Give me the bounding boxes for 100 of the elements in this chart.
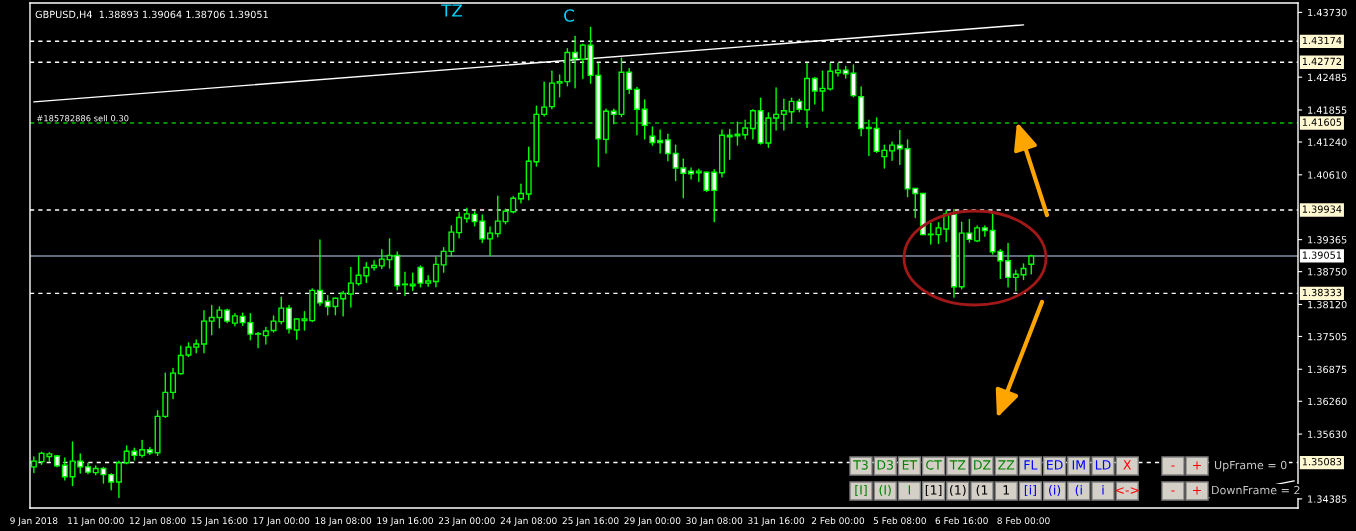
x-tick-label: 29 Jan 00:00 <box>624 517 681 526</box>
x-tick-label: 11 Jan 00:00 <box>68 517 124 526</box>
x-tick-label: 31 Jan 16:00 <box>748 517 805 526</box>
x-tick-label: 5 Feb 08:00 <box>873 517 926 525</box>
candlestick <box>896 129 903 166</box>
x-tick-label: 30 Jan 08:00 <box>686 517 743 526</box>
x-tick-label: 23 Jan 00:00 <box>438 517 495 526</box>
candlestick <box>664 133 671 162</box>
annotation: [1] <box>925 484 942 497</box>
candlestick <box>1005 242 1012 288</box>
text: GBPUSD,H4 1.38893 1.39064 1.38706 1.39051 <box>35 10 268 20</box>
candlestick <box>170 367 177 400</box>
annotation: - <box>1171 490 1175 492</box>
annotation: (i) <box>1049 484 1061 497</box>
candlestick <box>425 275 432 287</box>
annotation: ET <box>902 460 918 470</box>
candlestick <box>579 43 586 80</box>
x-tick-label: 12 Jan 08:00 <box>129 517 186 526</box>
annotation: FL <box>1024 460 1038 470</box>
candlestick <box>517 183 524 204</box>
annotation: DZ <box>974 460 991 470</box>
y-tick-label: 1.41855 <box>1308 106 1347 114</box>
candlestick <box>742 119 749 140</box>
ref-line-label: 1.41605 <box>1302 118 1342 126</box>
candlestick <box>456 212 463 239</box>
annotation: (I) <box>879 484 891 497</box>
x-tick-label: 17 Jan 00:00 <box>253 517 310 526</box>
x-tick-label: 2 Feb 00:00 <box>811 517 865 525</box>
x-tick-label: 19 Jan 16:00 <box>377 517 433 526</box>
candlestick <box>865 119 872 157</box>
y-tick-label: 1.38750 <box>1308 268 1347 276</box>
annotation: I <box>908 485 911 495</box>
annotation: IM <box>1072 460 1085 470</box>
candlestick <box>1028 254 1035 275</box>
candlestick <box>780 98 787 131</box>
candlestick <box>834 62 841 77</box>
candlestick <box>262 326 269 345</box>
candlestick <box>139 439 146 458</box>
ref-line-label: 1.42772 <box>1302 57 1342 65</box>
ref-line-label: 1.38333 <box>1302 288 1342 297</box>
annotation: + <box>1193 461 1201 470</box>
annotation: ZZ <box>998 460 1015 470</box>
ref-line-label: 1.39934 <box>1302 205 1342 213</box>
candlestick <box>641 99 648 140</box>
annotation: C <box>564 9 574 22</box>
annotation: (1) <box>950 484 966 497</box>
annotation: UpFrame = 0 <box>1214 460 1287 472</box>
annotation: CT <box>926 460 942 470</box>
candlestick <box>401 271 409 297</box>
annotation: [i] <box>1024 484 1036 497</box>
ref-line-label: 1.39051 <box>1302 251 1342 259</box>
y-tick-label: 1.43730 <box>1308 8 1347 17</box>
candlestick <box>649 126 656 146</box>
candlestick <box>285 304 293 334</box>
y-tick-label: 1.35630 <box>1308 430 1347 438</box>
annotation: DownFrame = 2 <box>1212 485 1300 495</box>
y-tick-label: 1.38120 <box>1308 300 1347 309</box>
annotation: (1 <box>976 484 988 497</box>
annotation: - <box>1171 465 1175 467</box>
x-tick-label: 25 Jan 16:00 <box>562 517 619 526</box>
candlestick <box>688 167 695 180</box>
annotation: #185782886 sell 0.30 <box>36 114 129 122</box>
y-tick-label: 1.41240 <box>1308 138 1347 146</box>
candlestick <box>115 460 122 499</box>
x-tick-label: 8 Feb 00:00 <box>997 517 1050 525</box>
annotation: TZ <box>441 4 463 17</box>
annotation: LD <box>1095 460 1111 470</box>
candlestick <box>541 81 548 117</box>
x-tick-label: 6 Feb 16:00 <box>935 517 988 525</box>
candlestick <box>749 109 756 140</box>
x-tick-label: 18 Jan 08:00 <box>315 517 372 526</box>
y-tick-label: 1.37505 <box>1308 332 1347 341</box>
candlestick <box>889 141 896 161</box>
y-tick-label: 1.39365 <box>1308 236 1347 244</box>
candlestick <box>340 290 347 317</box>
candlestick <box>657 129 664 154</box>
annotation: i <box>1102 484 1104 495</box>
annotation: D3 <box>877 460 893 470</box>
annotation: ED <box>1047 460 1063 470</box>
candlestick <box>633 86 640 136</box>
annotation: [I] <box>855 484 867 497</box>
candlestick <box>432 256 439 288</box>
annotation: 1 <box>1003 485 1010 495</box>
y-tick-label: 1.34385 <box>1308 495 1347 503</box>
candlestick <box>1012 269 1019 292</box>
candlestick <box>981 225 988 237</box>
candlestick <box>371 260 378 271</box>
ref-line-label: 1.43174 <box>1302 36 1342 45</box>
y-tick-label: 1.36875 <box>1308 365 1347 374</box>
annotation: + <box>1193 486 1201 495</box>
annotation: TZ <box>949 460 966 470</box>
y-tick-label: 1.40610 <box>1308 171 1347 179</box>
candlestick <box>773 87 780 131</box>
candlestick <box>255 331 262 349</box>
candlestick <box>200 309 207 354</box>
y-tick-label: 1.36260 <box>1308 397 1347 406</box>
candlestick <box>548 70 555 110</box>
candlestick <box>487 226 494 257</box>
annotation: (i <box>1075 484 1082 497</box>
x-tick-label: 9 Jan 2018 <box>10 517 58 526</box>
